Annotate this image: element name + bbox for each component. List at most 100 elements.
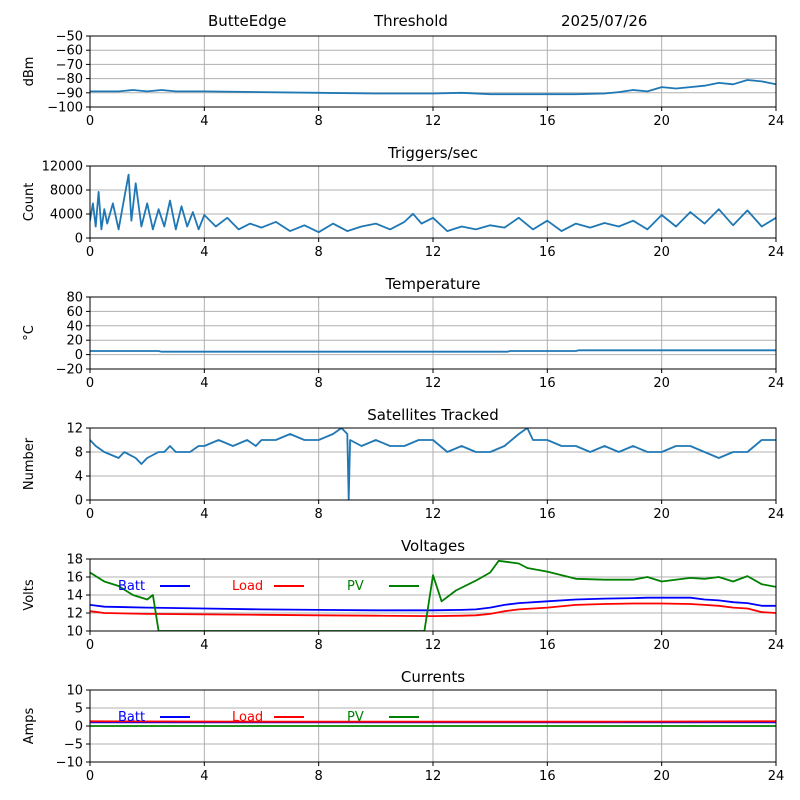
y-tick-label: 40 [66,319,83,334]
y-axis-label: °C [22,325,37,341]
x-tick-label: 0 [86,769,94,784]
y-tick-label: 0 [75,720,83,735]
x-tick-label: 0 [86,376,94,391]
panel-voltages: 0 4 8 12 16 20 24 10 12 14 16 18 Voltages Volts Batt Lo… [22,537,784,653]
y-tick-label: 20 [66,334,83,349]
y-tick-label: 12000 [42,160,83,175]
legend-label-load: Load [232,710,263,725]
legend-label-batt: Batt [118,579,145,594]
x-tick-label: 12 [425,114,442,129]
x-tick-label: 16 [539,769,556,784]
x-tick-label: 4 [200,507,208,522]
y-tick-label: −60 [56,44,83,59]
panel-triggers: 0 4 8 12 16 20 24 0 4000 8000 12000 Triggers/sec Cou… [22,144,784,260]
legend-label-batt: Batt [118,710,145,725]
x-tick-label: 16 [539,638,556,653]
x-tick-label: 12 [425,507,442,522]
x-tick-label: 4 [200,114,208,129]
x-tick-label: 24 [768,245,785,260]
y-tick-label: 14 [66,589,83,604]
y-tick-label: −100 [47,101,83,116]
y-tick-label: 12 [66,422,83,437]
header-label: Threshold [373,12,448,30]
y-tick-label: 0 [75,232,83,247]
axes-frame [89,427,777,501]
x-tick-label: 24 [768,769,785,784]
y-axis-label: Count [22,183,37,222]
panel-threshold: 0 4 8 12 16 20 24 −100−90−80−70−60−50 dBm [22,30,784,130]
x-tick-label: 24 [768,507,785,522]
y-tick-label: 5 [75,702,83,717]
y-tick-label: −70 [56,58,83,73]
x-tick-label: 8 [315,638,323,653]
axes-frame [89,296,777,370]
y-tick-label: 80 [66,291,83,306]
y-tick-label: 12 [66,607,83,622]
x-tick-label: 16 [539,114,556,129]
x-tick-label: 8 [315,507,323,522]
x-tick-label: 0 [86,114,94,129]
y-axis-label: Number [22,437,37,490]
x-tick-label: 12 [425,769,442,784]
x-tick-label: 20 [653,245,670,260]
y-axis-label: Amps [22,707,37,744]
legend-label-load: Load [232,579,263,594]
x-tick-label: 4 [200,245,208,260]
y-tick-label: 0 [75,348,83,363]
x-tick-label: 24 [768,114,785,129]
x-tick-label: 20 [653,507,670,522]
y-tick-label: −80 [56,72,83,87]
x-tick-label: 20 [653,114,670,129]
y-tick-label: 8 [75,446,83,461]
y-tick-label: −5 [64,738,83,753]
x-tick-label: 20 [653,638,670,653]
series-line [90,428,776,500]
panel-satellites: 0 4 8 12 16 20 24 0 4 8 12 Satellites Tracked Number [22,406,784,522]
x-tick-label: 16 [539,245,556,260]
panel-currents: 0 4 8 12 16 20 24 −10 −5 0 5 10 Currents Amps Batt Load… [22,668,784,784]
x-tick-label: 16 [539,376,556,391]
x-tick-label: 8 [315,769,323,784]
x-tick-label: 24 [768,638,785,653]
x-tick-label: 24 [768,376,785,391]
chart-title: Satellites Tracked [367,406,498,424]
y-axis-label: dBm [22,57,37,87]
y-tick-label: −10 [56,756,83,771]
x-tick-label: 16 [539,507,556,522]
x-tick-label: 12 [425,376,442,391]
x-tick-label: 20 [653,769,670,784]
x-tick-label: 0 [86,507,94,522]
x-tick-label: 8 [315,245,323,260]
x-tick-label: 0 [86,638,94,653]
batt-line [90,596,776,612]
x-tick-label: 4 [200,769,208,784]
x-tick-label: 8 [315,376,323,391]
y-tick-label: 4000 [50,208,83,223]
x-tick-label: 20 [653,376,670,391]
axes-frame [89,35,777,108]
y-tick-label: −20 [56,363,83,378]
series-line [90,79,776,96]
y-tick-label: 16 [66,571,83,586]
header-site: ButteEdge [208,12,287,30]
axes-frame [89,558,777,632]
y-tick-label: 0 [75,494,83,509]
x-tick-label: 12 [425,245,442,260]
legend-label-pv: PV [347,579,364,594]
series-line [90,349,776,353]
legend-label-pv: PV [347,710,364,725]
axes-frame [89,165,777,239]
series-line [90,173,776,234]
y-tick-label: 10 [66,684,83,699]
x-tick-label: 12 [425,638,442,653]
chart-title: Triggers/sec [387,144,478,162]
y-tick-label: 4 [75,470,83,485]
load-line [90,602,776,617]
y-tick-label: −50 [56,30,83,45]
y-tick-label: 8000 [50,184,83,199]
x-tick-label: 4 [200,638,208,653]
axes-frame [89,689,777,763]
